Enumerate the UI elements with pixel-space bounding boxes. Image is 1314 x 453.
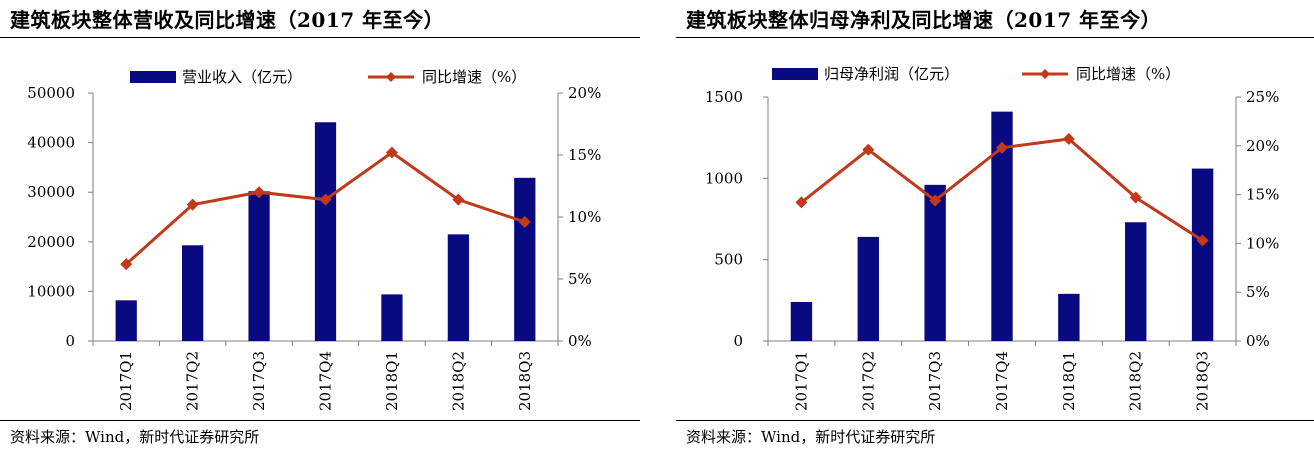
growth-point — [862, 143, 875, 156]
x-tick-label: 2017Q4 — [993, 351, 1011, 411]
bar — [1125, 222, 1147, 341]
bar — [790, 301, 813, 341]
x-tick-label: 2017Q3 — [250, 351, 268, 411]
x-tick-label: 2018Q2 — [449, 351, 467, 411]
growth-point — [929, 194, 942, 207]
legend-line-marker — [386, 72, 396, 82]
growth-point — [518, 215, 531, 228]
y-right-tick-label: 0% — [1246, 332, 1270, 350]
growth-point — [996, 141, 1008, 154]
bar — [991, 111, 1013, 341]
legend-bar-swatch — [772, 68, 818, 80]
y-left-tick-label: 50000 — [27, 84, 75, 102]
y-right-tick-label: 10% — [568, 208, 601, 226]
y-right-tick-label: 25% — [1246, 88, 1279, 106]
x-tick-label: 2017Q2 — [859, 351, 877, 411]
source-note: 资料来源：Wind，新时代证券研究所 — [686, 428, 936, 446]
x-tick-label: 2018Q1 — [1060, 351, 1078, 411]
growth-point — [1062, 132, 1075, 145]
x-tick-label: 2017Q3 — [926, 351, 944, 411]
y-right-tick-label: 0% — [568, 332, 592, 350]
y-left-tick-label: 500 — [714, 251, 743, 269]
chart-title: 建筑板块整体营收及同比增速（2017 年至今） — [10, 8, 445, 32]
bar — [924, 184, 946, 341]
y-left-tick-label: 0 — [65, 332, 75, 350]
y-left-tick-label: 10000 — [27, 282, 75, 300]
y-right-tick-label: 5% — [568, 270, 592, 288]
growth-point — [1129, 191, 1142, 204]
x-tick-label: 2018Q2 — [1127, 351, 1145, 411]
growth-point — [1196, 234, 1209, 247]
bar — [182, 245, 204, 341]
y-left-tick-label: 1500 — [705, 88, 743, 106]
bar — [381, 294, 403, 341]
y-right-tick-label: 5% — [1246, 283, 1270, 301]
y-right-tick-label: 20% — [1246, 137, 1279, 155]
bar — [248, 191, 270, 341]
title-rule — [676, 37, 1314, 38]
legend-bar-swatch — [130, 71, 176, 83]
x-tick-label: 2017Q1 — [792, 351, 810, 411]
y-left-tick-label: 1000 — [705, 169, 743, 187]
y-right-tick-label: 15% — [1246, 186, 1279, 204]
x-tick-label: 2018Q3 — [1194, 351, 1212, 411]
x-tick-label: 2017Q1 — [117, 351, 135, 411]
growth-point — [385, 146, 398, 159]
bar — [857, 236, 879, 341]
bar — [1191, 168, 1214, 341]
legend: 归母净利润（亿元） 同比增速（%） — [772, 65, 1180, 83]
title-rule — [0, 37, 640, 38]
legend-bar-label: 归母净利润（亿元） — [824, 65, 959, 83]
revenue-chart: 0 10000 20000 30000 40000 50000 0% 5% 10% 15% 20% 2… — [27, 68, 601, 411]
growth-point — [186, 198, 199, 211]
bar — [115, 300, 137, 341]
y-left-tick-label: 0 — [733, 332, 743, 350]
bar — [514, 177, 536, 341]
y-left-tick-label: 20000 — [27, 233, 75, 251]
growth-point — [253, 186, 266, 199]
legend-line-label: 同比增速（%） — [1076, 65, 1180, 83]
growth-point — [120, 258, 133, 271]
x-tick-label: 2017Q4 — [317, 351, 335, 411]
plot-area: 0 500 1000 1500 0% 5% 10% 15% 20% 25% 2017Q1 2017Q2… — [705, 88, 1280, 411]
y-left-tick-label: 40000 — [27, 134, 75, 152]
bar — [314, 122, 337, 341]
net-profit-chart: 0 500 1000 1500 0% 5% 10% 15% 20% 25% 2017Q1 2017Q2… — [705, 65, 1280, 411]
legend-line-label: 同比增速（%） — [422, 68, 526, 86]
x-tick-label: 2018Q3 — [516, 351, 534, 411]
bar — [447, 234, 469, 341]
plot-area: 0 10000 20000 30000 40000 50000 0% 5% 10% 15% 20% 2… — [27, 84, 601, 411]
bar — [1058, 293, 1080, 341]
legend-bar-label: 营业收入（亿元） — [182, 68, 302, 86]
x-tick-label: 2018Q1 — [383, 351, 401, 411]
growth-point — [319, 193, 332, 206]
left-chart-panel: 建筑板块整体营收及同比增速（2017 年至今） 0 10000 20000 30000… — [0, 0, 640, 453]
y-left-tick-label: 30000 — [27, 183, 75, 201]
y-right-tick-label: 15% — [568, 146, 601, 164]
chart-title: 建筑板块整体归母净利及同比增速（2017 年至今） — [686, 8, 1162, 32]
source-rule — [0, 420, 640, 421]
x-tick-label: 2017Q2 — [184, 351, 202, 411]
y-right-tick-label: 10% — [1246, 234, 1279, 252]
source-note: 资料来源：Wind，新时代证券研究所 — [10, 428, 260, 446]
right-chart-panel: 建筑板块整体归母净利及同比增速（2017 年至今） 0 500 1000 1500 0%… — [676, 0, 1314, 453]
growth-point — [452, 193, 465, 206]
y-right-tick-label: 20% — [568, 84, 601, 102]
legend-line-marker — [1040, 69, 1050, 79]
source-rule — [676, 420, 1314, 421]
legend: 营业收入（亿元） 同比增速（%） — [130, 68, 526, 86]
growth-point — [795, 196, 808, 209]
